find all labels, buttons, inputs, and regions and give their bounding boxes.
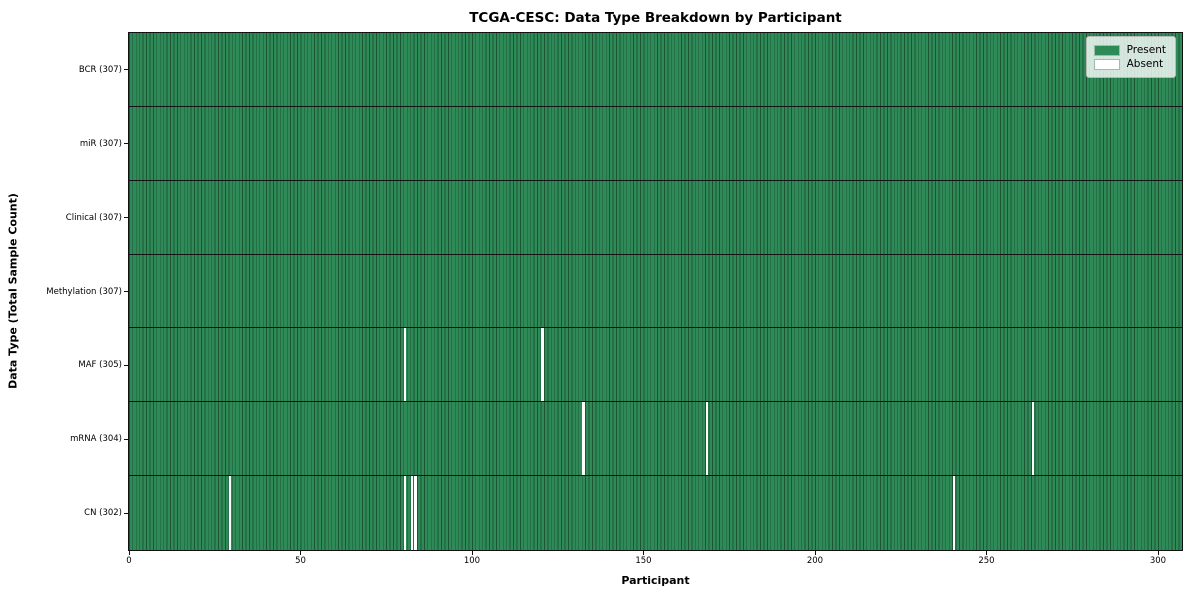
absent-cell: [705, 402, 709, 476]
legend-swatch-icon: [1093, 58, 1120, 70]
y-tick-mark: [124, 69, 128, 71]
y-tick-mark: [124, 438, 128, 440]
x-tick-mark: [814, 551, 816, 555]
x-tick-label: 150: [635, 556, 652, 566]
x-tick-label: 0: [126, 556, 132, 566]
y-tick-label: Clinical (307): [65, 212, 122, 223]
x-tick-label: 300: [1149, 556, 1167, 566]
data-row-miR: [129, 106, 1182, 181]
data-row-Methylation: [129, 254, 1182, 329]
y-axis-label: Data Type (Total Sample Count): [6, 193, 20, 389]
data-row-BCR: [129, 33, 1182, 107]
y-tick-label: MAF (305): [78, 360, 122, 371]
absent-cell: [1031, 402, 1035, 476]
y-tick-label: Methylation (307): [46, 286, 122, 297]
y-tick-mark: [124, 217, 128, 219]
x-tick-mark: [471, 551, 473, 555]
legend-label: Present: [1126, 44, 1166, 56]
chart-title: TCGA-CESC: Data Type Breakdown by Partic…: [469, 10, 842, 26]
y-tick-mark: [124, 291, 128, 292]
absent-cell: [541, 328, 544, 402]
y-tick-label: BCR (307): [78, 64, 122, 75]
x-tick-label: 50: [295, 556, 306, 566]
legend: Present Absent: [1085, 36, 1176, 78]
absent-cell: [403, 476, 407, 550]
x-tick-mark: [1157, 551, 1159, 555]
y-tick-mark: [124, 364, 128, 366]
absent-cell: [410, 476, 414, 550]
x-tick-mark: [300, 551, 302, 555]
legend-swatch-icon: [1093, 44, 1120, 56]
x-tick-label: 250: [978, 556, 995, 566]
legend-item-present: Present: [1093, 44, 1166, 56]
absent-cell: [582, 402, 585, 476]
y-tick-label: miR (307): [79, 138, 122, 149]
x-tick-mark: [129, 551, 130, 555]
absent-cell: [228, 476, 232, 550]
absent-cell: [403, 328, 407, 402]
y-tick-mark: [124, 143, 128, 145]
x-tick-label: 100: [463, 556, 481, 566]
data-row-Clinical: [129, 180, 1182, 255]
data-row-MAF: [129, 328, 1182, 403]
x-tick-mark: [643, 551, 645, 555]
legend-item-absent: Absent: [1093, 58, 1166, 70]
y-tick-mark: [124, 512, 128, 514]
x-tick-label: 200: [806, 556, 824, 566]
absent-cell: [952, 476, 956, 550]
absent-cell: [414, 476, 417, 550]
x-axis-label: Participant: [621, 574, 690, 587]
y-tick-label: mRNA (304): [70, 434, 122, 445]
plot-area: Present Absent: [128, 32, 1183, 551]
data-row-CN: [129, 476, 1182, 550]
data-row-mRNA: [129, 402, 1182, 477]
y-tick-label: CN (302): [84, 508, 122, 519]
legend-label: Absent: [1126, 58, 1164, 70]
x-tick-mark: [986, 551, 988, 555]
